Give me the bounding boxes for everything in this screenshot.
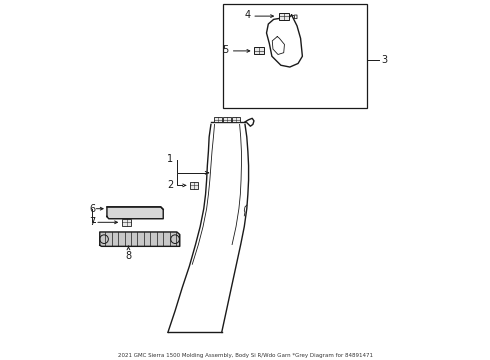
Polygon shape <box>107 207 163 219</box>
Bar <box>214 117 222 122</box>
Bar <box>279 13 290 20</box>
Text: 6: 6 <box>89 204 95 215</box>
Bar <box>223 4 367 108</box>
Text: 7: 7 <box>89 217 95 227</box>
Bar <box>223 117 231 122</box>
Polygon shape <box>100 232 180 246</box>
Bar <box>190 182 198 189</box>
Bar <box>254 47 265 54</box>
Bar <box>122 219 131 226</box>
Text: 2021 GMC Sierra 1500 Molding Assembly, Body Si R/Wdo Garn *Grey Diagram for 8489: 2021 GMC Sierra 1500 Molding Assembly, B… <box>118 352 372 357</box>
Text: 1: 1 <box>167 154 173 164</box>
Text: 8: 8 <box>125 251 131 261</box>
Text: 5: 5 <box>222 45 229 55</box>
Text: 3: 3 <box>381 54 388 64</box>
Text: 4: 4 <box>244 10 250 21</box>
Text: 2: 2 <box>167 180 173 190</box>
Bar <box>232 117 240 122</box>
